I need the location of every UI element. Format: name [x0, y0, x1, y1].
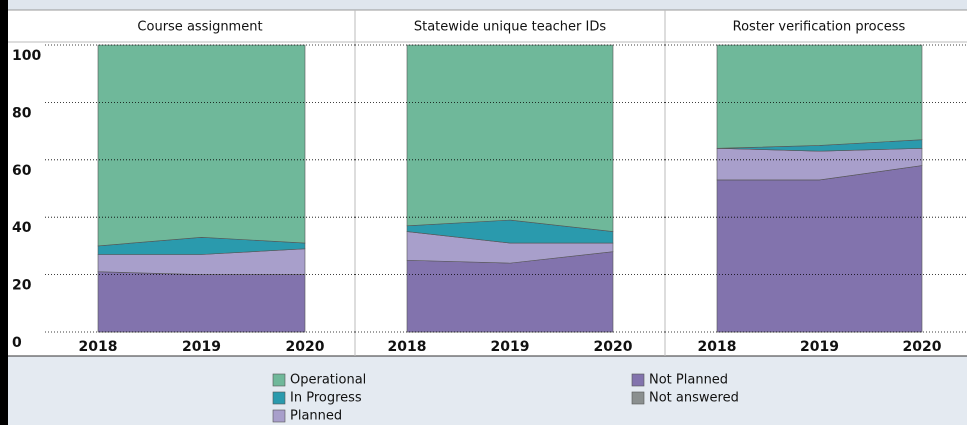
legend-swatch	[272, 373, 286, 387]
legend-label: Operational	[290, 373, 366, 388]
y-tick-label: 60	[12, 163, 32, 179]
top-strip	[8, 0, 967, 10]
x-tick-label: 2018	[79, 339, 118, 355]
legend-swatch	[272, 391, 286, 405]
legend-label: In Progress	[290, 391, 362, 406]
x-tick-label: 2020	[903, 339, 942, 355]
area	[406, 44, 614, 232]
area	[97, 271, 306, 333]
y-tick-label: 20	[12, 278, 32, 294]
area	[716, 44, 923, 149]
legend-label: Planned	[290, 409, 342, 424]
x-tick-label: 2020	[286, 339, 325, 355]
legend-background	[8, 356, 967, 425]
legend-label: Not answered	[649, 391, 739, 406]
y-tick-label: 0	[12, 335, 22, 351]
area	[716, 165, 923, 333]
legend-swatch	[272, 409, 286, 423]
y-tick-label: 100	[12, 48, 41, 64]
panel-title: Course assignment	[137, 20, 262, 35]
panel-title: Roster verification process	[733, 20, 906, 35]
x-tick-label: 2019	[800, 339, 839, 355]
left-border	[0, 0, 8, 425]
y-tick-label: 80	[12, 105, 32, 121]
x-tick-label: 2018	[388, 339, 427, 355]
panel-title: Statewide unique teacher IDs	[414, 20, 607, 35]
x-tick-label: 2019	[182, 339, 221, 355]
x-tick-label: 2019	[491, 339, 530, 355]
legend-swatch	[631, 373, 645, 387]
area	[406, 251, 614, 333]
legend-swatch	[631, 391, 645, 405]
area	[97, 44, 306, 247]
x-tick-label: 2018	[698, 339, 737, 355]
legend-label: Not Planned	[649, 373, 728, 388]
x-tick-label: 2020	[594, 339, 633, 355]
y-tick-label: 40	[12, 220, 32, 236]
